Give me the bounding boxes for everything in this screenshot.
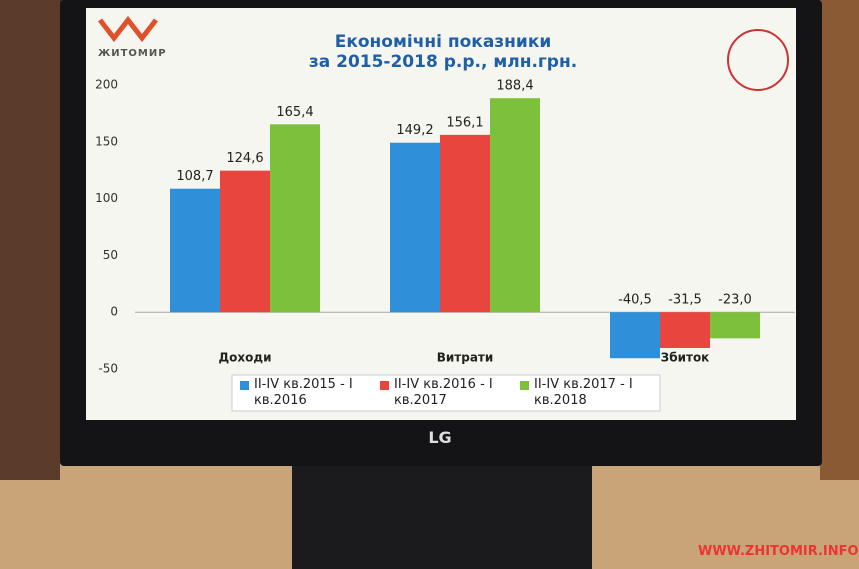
x-tick-label: Збиток <box>661 351 710 365</box>
legend-entry: II-IV кв.2016 - I кв.2017 <box>380 377 512 409</box>
value-label: 108,7 <box>176 169 213 184</box>
value-label: -23,0 <box>718 293 752 308</box>
monitor-brand: LG <box>428 428 452 447</box>
legend-label: II-IV кв.2016 - I кв.2017 <box>394 377 493 408</box>
monitor-stand <box>292 458 592 569</box>
bar <box>170 188 220 313</box>
legend-swatch <box>380 381 389 390</box>
watermark: WWW.ZHITOMIR.INFO <box>698 544 859 559</box>
value-label: 188,4 <box>496 79 533 94</box>
x-tick-label: Доходи <box>218 351 271 365</box>
y-tick-label: 200 <box>95 78 118 92</box>
x-tick-label: Витрати <box>437 351 494 365</box>
value-label: 149,2 <box>396 123 433 138</box>
logo-text: ЖИТОМИР <box>98 48 167 59</box>
bar <box>390 142 440 313</box>
wall-right <box>820 0 859 480</box>
bar <box>440 134 490 313</box>
value-label: 124,6 <box>226 151 263 166</box>
legend-entry: II-IV кв.2015 - I кв.2016 <box>240 377 372 409</box>
chart-title: Економічні показники <box>335 32 552 52</box>
value-label: 165,4 <box>276 105 313 120</box>
y-tick-label: 50 <box>103 248 118 262</box>
y-tick-label: 0 <box>110 305 118 319</box>
emblem <box>727 29 789 91</box>
bar <box>270 124 320 313</box>
value-label: -31,5 <box>668 293 702 308</box>
y-tick-label: 150 <box>95 134 118 148</box>
legend-label: II-IV кв.2017 - I кв.2018 <box>534 377 633 408</box>
bar <box>710 312 760 339</box>
legend-box <box>231 374 661 412</box>
value-label: 156,1 <box>446 115 483 130</box>
legend-swatch <box>520 381 529 390</box>
bar <box>220 170 270 313</box>
y-tick-label: -50 <box>98 362 118 376</box>
legend-swatch <box>240 381 249 390</box>
bar <box>490 98 540 313</box>
logo-mark <box>98 15 158 43</box>
chart-subtitle: за 2015-2018 р.р., млн.грн. <box>309 52 577 72</box>
value-label: -40,5 <box>618 293 652 308</box>
wall-left <box>0 0 60 480</box>
bar <box>660 312 710 348</box>
bar <box>610 312 660 359</box>
legend-entry: II-IV кв.2017 - I кв.2018 <box>520 377 652 409</box>
legend-label: II-IV кв.2015 - I кв.2016 <box>254 377 353 408</box>
y-tick-label: 100 <box>95 191 118 205</box>
